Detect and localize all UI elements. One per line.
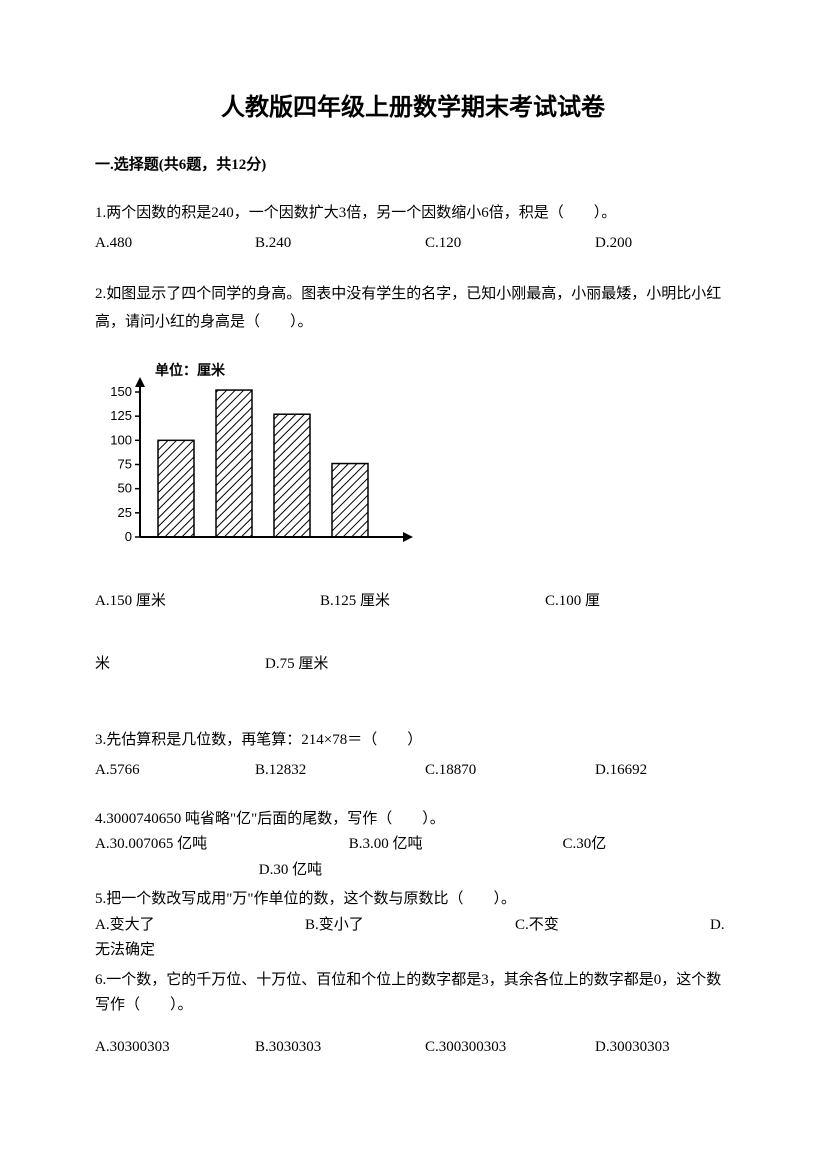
q2-text: 2.如图显示了四个同学的身高。图表中没有学生的名字，已知小刚最高，小丽最矮，小明… bbox=[95, 280, 731, 337]
q5-text: 5.把一个数改写成用"万"作单位的数，这个数与原数比（ ）。 bbox=[95, 887, 731, 913]
q6-option-a: A.30300303 bbox=[95, 1033, 255, 1062]
q5-option-d-prefix: D. bbox=[710, 913, 725, 939]
q6-options: A.30300303 B.3030303 C.300300303 D.30030… bbox=[95, 1033, 731, 1062]
q1-option-b: B.240 bbox=[255, 229, 425, 258]
q3-option-b: B.12832 bbox=[255, 756, 425, 785]
q1-option-d: D.200 bbox=[595, 229, 725, 258]
q2-options: A.150 厘米 B.125 厘米 C.100 厘 米 D.75 厘米 bbox=[95, 587, 731, 679]
q4-option-a: A.30.007065 亿吨 bbox=[95, 832, 345, 858]
q4-text: 4.3000740650 吨省略"亿"后面的尾数，写作（ ）。 bbox=[95, 807, 731, 833]
q4-options: A.30.007065 亿吨 B.3.00 亿吨 C.30亿 D.30 亿吨 bbox=[95, 832, 731, 883]
q4-option-c: C.30亿 bbox=[563, 832, 607, 858]
q2-chart: 单位：厘米 0255075100125150 bbox=[95, 357, 425, 557]
q4-option-d: D.30 亿吨 bbox=[259, 858, 322, 884]
question-2: 2.如图显示了四个同学的身高。图表中没有学生的名字，已知小刚最高，小丽最矮，小明… bbox=[95, 280, 731, 679]
q3-text: 3.先估算积是几位数，再笔算：214×78＝（ ） bbox=[95, 726, 731, 755]
q6-option-b: B.3030303 bbox=[255, 1033, 425, 1062]
question-4: 4.3000740650 吨省略"亿"后面的尾数，写作（ ）。 A.30.007… bbox=[95, 807, 731, 884]
q1-option-c: C.120 bbox=[425, 229, 595, 258]
question-6: 6.一个数，它的千万位、十万位、百位和个位上的数字都是3，其余各位上的数字都是0… bbox=[95, 968, 731, 1062]
q2-option-a: A.150 厘米 bbox=[95, 587, 320, 616]
svg-text:125: 125 bbox=[110, 408, 132, 423]
q5-options: A.变大了 B.变小了 C.不变 D. bbox=[95, 913, 731, 939]
svg-text:75: 75 bbox=[118, 456, 132, 471]
svg-text:25: 25 bbox=[118, 504, 132, 519]
q2-option-b: B.125 厘米 bbox=[320, 587, 545, 616]
svg-text:100: 100 bbox=[110, 432, 132, 447]
question-5: 5.把一个数改写成用"万"作单位的数，这个数与原数比（ ）。 A.变大了 B.变… bbox=[95, 887, 731, 964]
q6-option-d: D.30030303 bbox=[595, 1033, 725, 1062]
q5-option-a: A.变大了 bbox=[95, 913, 305, 939]
q2-option-c: C.100 厘 bbox=[545, 587, 695, 616]
q5-option-c: C.不变 bbox=[515, 913, 710, 939]
q1-options: A.480 B.240 C.120 D.200 bbox=[95, 229, 731, 258]
question-1: 1.两个因数的积是240，一个因数扩大3倍，另一个因数缩小6倍，积是（ ）。 A… bbox=[95, 199, 731, 258]
q3-option-a: A.5766 bbox=[95, 756, 255, 785]
q1-text: 1.两个因数的积是240，一个因数扩大3倍，另一个因数缩小6倍，积是（ ）。 bbox=[95, 199, 731, 228]
q3-option-d: D.16692 bbox=[595, 756, 725, 785]
bar-chart-svg: 0 25 50 75 100 125 150 bbox=[95, 377, 425, 557]
q5-option-b: B.变小了 bbox=[305, 913, 515, 939]
section-header: 一.选择题(共6题，共12分) bbox=[95, 154, 731, 177]
q6-text: 6.一个数，它的千万位、十万位、百位和个位上的数字都是3，其余各位上的数字都是0… bbox=[95, 968, 731, 1019]
svg-text:0: 0 bbox=[125, 529, 132, 544]
q4-option-b: B.3.00 亿吨 bbox=[349, 832, 559, 858]
svg-text:50: 50 bbox=[118, 480, 132, 495]
q3-options: A.5766 B.12832 C.18870 D.16692 bbox=[95, 756, 731, 785]
q2-option-d: D.75 厘米 bbox=[265, 650, 415, 679]
q5-option-d: 无法确定 bbox=[95, 938, 731, 964]
page-title: 人教版四年级上册数学期末考试试卷 bbox=[95, 90, 731, 126]
q6-option-c: C.300300303 bbox=[425, 1033, 595, 1062]
question-3: 3.先估算积是几位数，再笔算：214×78＝（ ） A.5766 B.12832… bbox=[95, 726, 731, 785]
svg-text:150: 150 bbox=[110, 384, 132, 399]
q2-option-c-cont: 米 bbox=[95, 650, 265, 679]
q1-option-a: A.480 bbox=[95, 229, 255, 258]
q3-option-c: C.18870 bbox=[425, 756, 595, 785]
